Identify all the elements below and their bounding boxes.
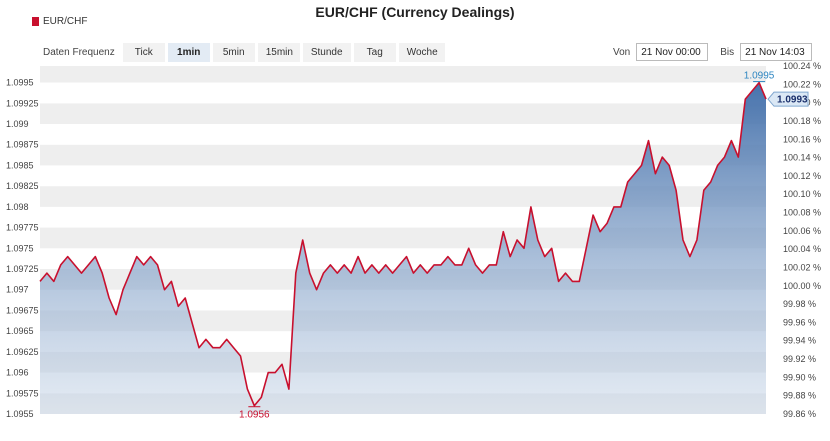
y2-tick-label: 99.94 % bbox=[783, 336, 816, 346]
grid-band bbox=[40, 103, 766, 124]
grid-band bbox=[40, 66, 766, 83]
y2-tick-label: 100.16 % bbox=[783, 134, 821, 144]
y-tick-label: 1.09925 bbox=[6, 98, 39, 108]
series-line bbox=[39, 81, 767, 407]
from-label: Von bbox=[613, 46, 631, 58]
grid-band bbox=[40, 227, 766, 249]
frequency-label: Daten Frequenz bbox=[43, 47, 115, 58]
freq-button-woche[interactable]: Woche bbox=[398, 43, 445, 62]
freq-button-15min[interactable]: 15min bbox=[257, 43, 300, 62]
grid-band bbox=[40, 144, 766, 166]
last-value-badge bbox=[767, 91, 809, 107]
y2-tick-label: 99.88 % bbox=[783, 391, 816, 401]
y2-tick-label: 100.22 % bbox=[783, 79, 821, 89]
y2-tick-label: 100.04 % bbox=[783, 244, 821, 254]
y2-tick-label: 100.18 % bbox=[783, 116, 821, 126]
legend[interactable]: EUR/CHF bbox=[32, 16, 87, 27]
legend-label: EUR/CHF bbox=[43, 16, 88, 27]
y2-tick-label: 100.14 % bbox=[783, 153, 821, 163]
y2-tick-label: 100.06 % bbox=[783, 226, 821, 236]
grid-band bbox=[40, 124, 766, 145]
frequency-toolbar: Daten Frequenz Tick 1min 5min 15min Stun… bbox=[43, 43, 448, 62]
last-value-label: 1.0993 bbox=[777, 95, 808, 106]
grid-band bbox=[40, 186, 766, 207]
y2-tick-label: 99.92 % bbox=[783, 354, 816, 364]
y2-tick-label: 99.90 % bbox=[783, 372, 816, 382]
y-tick-label: 1.099 bbox=[6, 119, 29, 129]
y2-tick-label: 100.24 % bbox=[783, 61, 821, 71]
y-tick-label: 1.0965 bbox=[6, 326, 34, 336]
to-date-input[interactable] bbox=[740, 43, 813, 61]
y2-tick-label: 100.00 % bbox=[783, 281, 821, 291]
freq-button-tick[interactable]: Tick bbox=[122, 43, 165, 62]
legend-swatch bbox=[32, 17, 39, 26]
series-area bbox=[40, 82, 766, 414]
grid-band bbox=[40, 165, 766, 187]
y2-tick-label: 100.10 % bbox=[783, 189, 821, 199]
y-tick-label: 1.0975 bbox=[6, 243, 34, 253]
freq-button-stunde[interactable]: Stunde bbox=[302, 43, 351, 62]
y2-tick-label: 100.02 % bbox=[783, 262, 821, 272]
grid-band bbox=[40, 206, 766, 228]
y-tick-label: 1.09825 bbox=[6, 181, 39, 191]
y-tick-label: 1.0985 bbox=[6, 160, 34, 170]
y-tick-label: 1.0995 bbox=[6, 78, 34, 88]
freq-button-5min[interactable]: 5min bbox=[212, 43, 255, 62]
y2-tick-label: 99.86 % bbox=[783, 409, 816, 419]
min-label: 1.0956 bbox=[239, 410, 270, 421]
y2-tick-label: 100.08 % bbox=[783, 208, 821, 218]
y-tick-label: 1.096 bbox=[6, 368, 29, 378]
to-label: Bis bbox=[720, 46, 735, 58]
y-tick-label: 1.09875 bbox=[6, 140, 39, 150]
y2-tick-label: 99.96 % bbox=[783, 317, 816, 327]
freq-button-tag[interactable]: Tag bbox=[353, 43, 396, 62]
y2-tick-label: 100.12 % bbox=[783, 171, 821, 181]
y-tick-label: 1.09625 bbox=[6, 347, 39, 357]
y-tick-label: 1.09725 bbox=[6, 264, 39, 274]
max-label: 1.0995 bbox=[744, 71, 775, 82]
grid-band bbox=[40, 82, 766, 104]
y2-tick-label: 99.98 % bbox=[783, 299, 816, 309]
freq-button-1min[interactable]: 1min bbox=[167, 43, 210, 62]
chart-title: EUR/CHF (Currency Dealings) bbox=[315, 4, 515, 20]
y-tick-label: 1.098 bbox=[6, 202, 29, 212]
from-date-input[interactable] bbox=[636, 43, 709, 61]
y-tick-label: 1.0955 bbox=[6, 409, 34, 419]
y-tick-label: 1.09575 bbox=[6, 388, 39, 398]
y-tick-label: 1.097 bbox=[6, 285, 29, 295]
y-tick-label: 1.09775 bbox=[6, 223, 39, 233]
date-range: Von Bis bbox=[613, 43, 813, 61]
y-tick-label: 1.09675 bbox=[6, 305, 39, 315]
